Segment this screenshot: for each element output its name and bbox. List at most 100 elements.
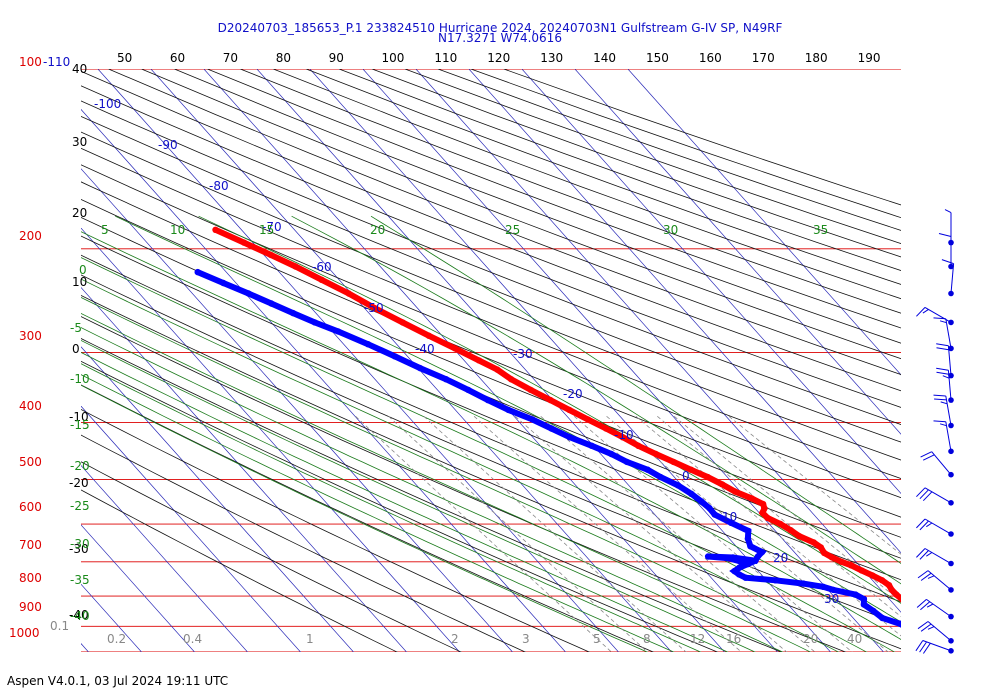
dewpoint-point [548,425,555,432]
dewpoint-point [289,309,297,317]
temperature-point [847,562,855,569]
wind-barb-flag [916,307,926,317]
wind-barbs [915,209,955,654]
dewpoint-point [870,607,877,615]
isotherm-line [81,227,460,652]
dry-adiabat-line [81,295,901,650]
theta-e-label: 10 [170,223,185,237]
pressure-label: 1000 [9,626,40,640]
wind-barb-staff [945,421,952,452]
wind-barb-flag [919,550,929,560]
dewpoint-trace [196,269,901,628]
dry-adiabat-line [141,69,901,360]
mixing-ratio-label: 5 [593,632,601,646]
isotherm-line [81,405,301,652]
dewpoint-point [657,473,664,481]
temperature-point [759,500,767,508]
moist-adiabat-line [81,363,702,652]
pressure-label: 400 [19,399,42,413]
dewpoint-point [896,620,901,627]
wind-barb-flag [920,623,932,632]
dewpoint-point [800,580,807,587]
dewpoint-point [745,527,752,535]
top-scale-label: 150 [646,51,669,65]
mixing-ratio-line [728,415,901,555]
dewpoint-point [935,636,941,642]
wind-barb-flag [920,572,932,581]
dewpoint-point [962,647,968,653]
temperature-point [820,549,828,557]
wind-barb-point [948,638,954,644]
temperature-point [817,544,824,551]
temperature-point [924,615,930,621]
height-label: -30 [69,542,89,556]
axis-labels: 100 -1102003004005006007008009001000-100-… [9,51,881,646]
mixing-ratio-label: 2 [451,632,459,646]
temperature-point [885,582,893,589]
temperature-point [869,572,876,579]
isotherm-line [81,346,354,652]
isotherm-label: -80 [209,179,229,193]
sounding-data [194,226,968,653]
mixing-ratio-line [388,416,649,652]
dewpoint-point [758,548,766,556]
moist-adiabat-line [81,351,729,652]
dewpoint-point [731,567,738,575]
wind-barb-flag [920,451,932,458]
mixing-ratio-line [606,415,889,652]
wind-barb-flag [919,489,929,500]
dewpoint-point [364,341,372,348]
moist-adiabat-line [81,297,840,652]
moist-adiabat-line [370,215,901,564]
wind-barb-flag [936,367,949,371]
theta-e-label: 15 [259,223,274,237]
mixing-ratio-line [657,415,901,618]
top-scale-label: 160 [699,51,722,65]
mixing-ratio-label: 16 [726,632,741,646]
temperature-point [719,481,726,488]
moist-adiabat-line [291,215,901,585]
dry-adiabat-line [81,384,655,652]
isotherm-line [81,464,248,652]
temperature-point [372,305,379,312]
top-scale-label: 120 [487,51,510,65]
temperature-point [795,532,803,540]
theta-e-label: 35 [813,223,828,237]
wind-barb-staff [924,306,952,323]
top-scale-label: 140 [593,51,616,65]
dry-adiabat-line [81,316,847,652]
dry-adiabat-line [81,70,901,392]
wind-barb-flag [922,454,935,461]
dewpoint-point [754,553,762,560]
dewpoint-point [465,386,472,394]
temperature-point [425,332,432,339]
dry-adiabat-line [108,69,901,376]
mixing-ratio-line [540,415,816,652]
wind-barb-flag [916,487,926,498]
temperature-point [748,495,755,502]
pressure-label: 300 [19,329,42,343]
temperature-point [602,425,610,432]
isotherm-line [574,69,901,435]
wind-barb-flag [934,398,947,401]
wind-barb-point [948,372,954,379]
dewpoint-point [736,564,743,571]
wind-barb-flag [920,601,931,611]
wind-barb-flag [942,375,950,379]
dry-adiabat-line [81,85,901,408]
wind-barb-point [948,448,954,455]
wind-barb-flag [933,420,946,423]
temperature-point [619,434,627,441]
top-scale-label: 170 [752,51,775,65]
dewpoint-point [704,553,712,560]
dewpoint-point [727,519,735,526]
dewpoint-point [623,458,631,466]
isotherm-label: -100 [94,97,121,111]
isotherm-label: -50 [364,301,384,315]
dewpoint-point [220,279,227,287]
temperature-point [888,586,895,594]
dewpoint-point [736,558,744,565]
isotherm-line [81,168,513,652]
theta-e-label: 5 [101,223,109,237]
dewpoint-point [529,416,536,423]
